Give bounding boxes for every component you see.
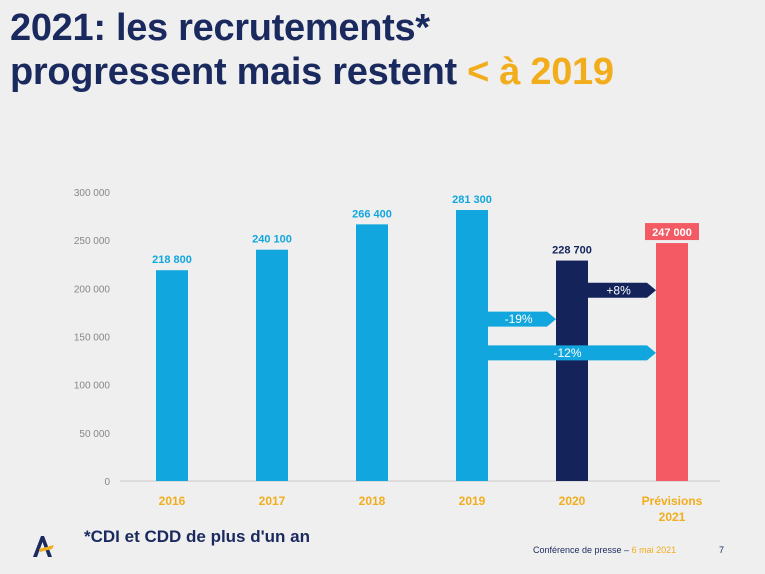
annotation-arrow	[488, 311, 556, 327]
x-tick-label: 2018	[359, 494, 386, 508]
y-tick-label: 200 000	[74, 284, 111, 295]
data-label: 228 700	[552, 245, 592, 257]
annotation-arrow	[488, 345, 656, 361]
annotation-arrow	[588, 282, 656, 298]
x-tick-label: 2019	[459, 494, 486, 508]
bar-2018	[356, 224, 388, 482]
bar-2020-overlay	[556, 260, 588, 481]
data-label-background	[645, 223, 699, 241]
y-tick-label: 50 000	[79, 429, 110, 440]
y-tick-label: 0	[104, 477, 110, 488]
data-label: 240 100	[252, 234, 292, 246]
bar-2017	[256, 249, 288, 481]
logo-icon	[30, 533, 56, 564]
x-tick-label: 2021	[659, 510, 686, 524]
annotation-label: +8%	[606, 283, 631, 297]
annotation-label: -19%	[505, 312, 533, 326]
x-tick-label: 2020	[559, 494, 586, 508]
page-title: 2021: les recrutements* progressent mais…	[10, 6, 614, 94]
title-accent: < à 2019	[467, 51, 614, 93]
title-line-2: progressent mais restent	[10, 51, 468, 93]
data-label: 218 800	[152, 254, 192, 266]
bar-prévisions-2021	[656, 243, 688, 481]
footer-label: Conférence de presse –	[533, 545, 632, 555]
data-label: 247 000	[652, 227, 692, 239]
footer-date: 6 mai 2021	[631, 545, 677, 555]
data-label: 281 300	[452, 194, 492, 206]
y-tick-label: 300 000	[74, 188, 111, 199]
y-tick-label: 250 000	[74, 236, 111, 247]
page-number: 7	[719, 545, 725, 555]
x-tick-label: Prévisions	[642, 494, 703, 508]
footnote: *CDI et CDD de plus d'un an	[84, 527, 310, 546]
footer-text: Conférence de presse – 6 mai 2021	[533, 545, 676, 555]
annotation-label: -12%	[553, 346, 581, 360]
bar-2016	[156, 270, 188, 481]
y-tick-label: 100 000	[74, 381, 111, 392]
x-tick-label: 2016	[159, 494, 186, 508]
bar-2019	[456, 210, 488, 481]
data-label: 266 400	[352, 208, 392, 220]
title-line-1: 2021: les recrutements*	[10, 7, 430, 49]
x-tick-label: 2017	[259, 494, 286, 508]
y-tick-label: 150 000	[74, 333, 111, 344]
